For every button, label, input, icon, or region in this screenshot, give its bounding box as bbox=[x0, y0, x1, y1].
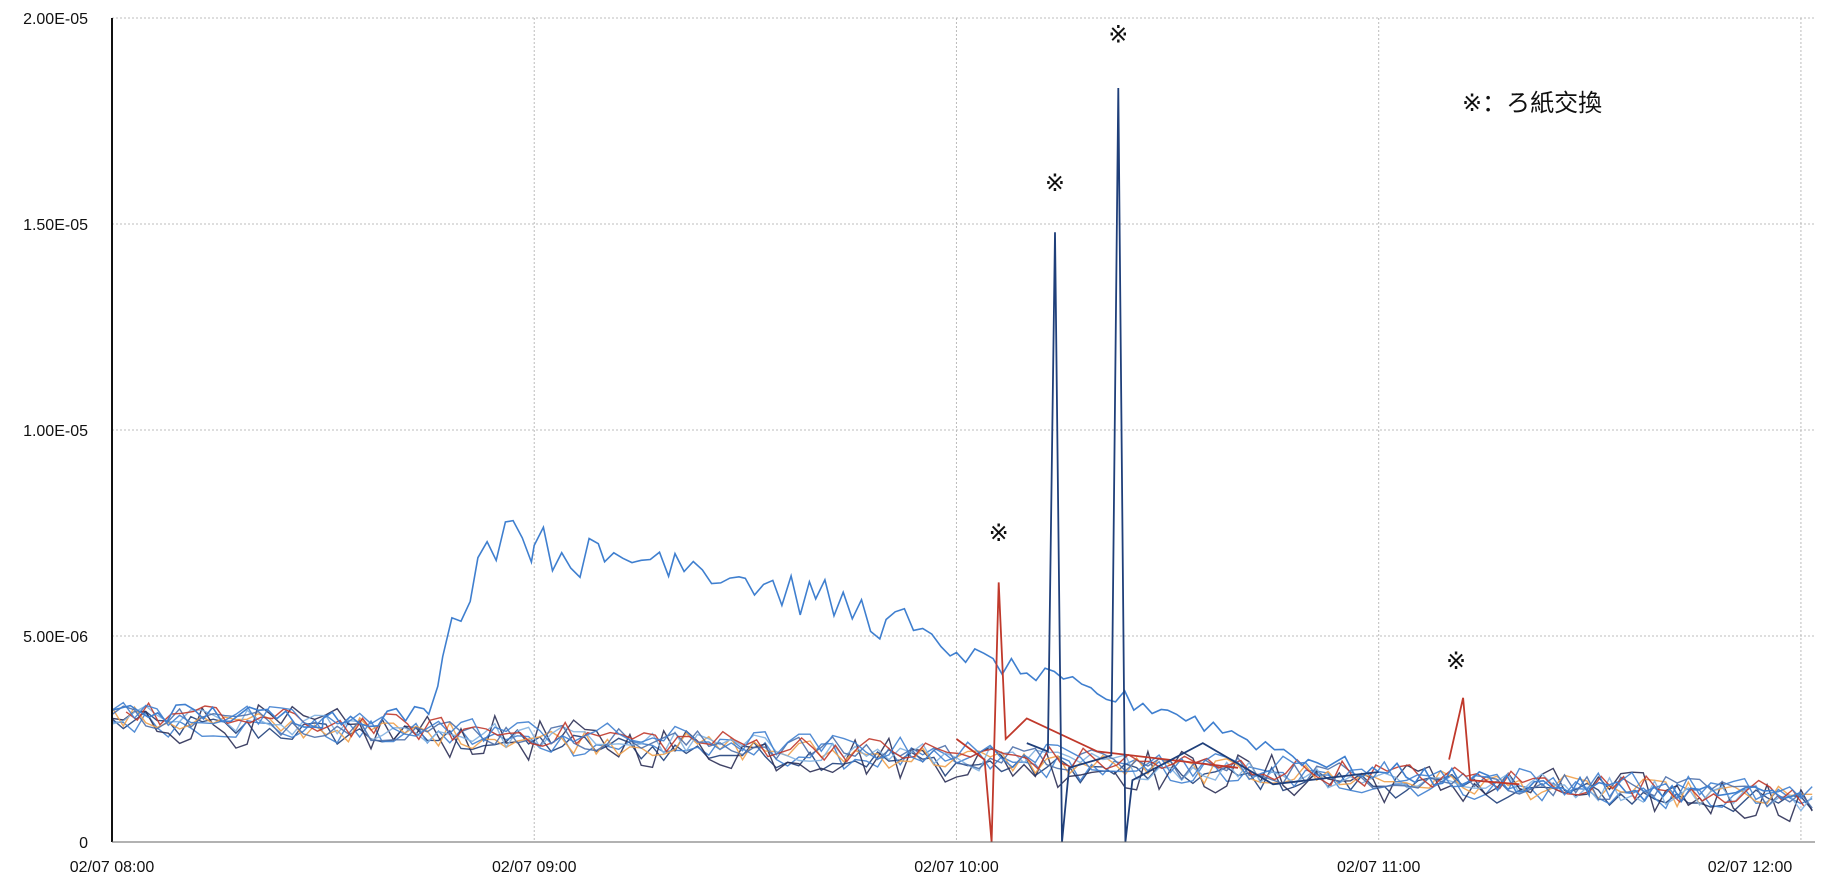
highlight-series-line bbox=[1026, 87, 1379, 843]
baseline-series-line bbox=[111, 705, 1813, 812]
x-tick-label: 02/07 09:00 bbox=[492, 859, 577, 876]
y-tick-label: 1.50E-05 bbox=[23, 217, 88, 234]
baseline-series-line bbox=[111, 705, 1813, 809]
axes bbox=[111, 18, 1815, 843]
highlight-series-line bbox=[111, 519, 1802, 803]
legend-note: ※：ろ紙交換 bbox=[1462, 89, 1602, 117]
filter-change-marker: ※ bbox=[1446, 647, 1466, 675]
series-group bbox=[111, 87, 1813, 843]
baseline-series-line bbox=[111, 701, 1813, 801]
x-tick-label: 02/07 08:00 bbox=[70, 859, 155, 876]
highlight-series-line bbox=[955, 582, 1239, 843]
y-tick-label: 0 bbox=[79, 835, 88, 852]
baseline-series-line bbox=[111, 705, 1813, 809]
filter-change-marker: ※ bbox=[1045, 169, 1065, 197]
annotations: ※ ※ ※ ※ bbox=[989, 21, 1467, 675]
y-tick-label: 1.00E-05 bbox=[23, 423, 88, 440]
grid bbox=[111, 17, 1815, 842]
filter-change-marker: ※ bbox=[989, 519, 1009, 547]
baseline-series-line bbox=[111, 703, 1813, 823]
x-tick-label: 02/07 10:00 bbox=[914, 859, 999, 876]
tick-labels: 0 5.00E-06 1.00E-05 1.50E-05 2.00E-05 02/07 0… bbox=[23, 11, 1792, 876]
y-tick-label: 2.00E-05 bbox=[23, 11, 88, 28]
x-tick-label: 02/07 12:00 bbox=[1708, 859, 1793, 876]
x-tick-label: 02/07 11:00 bbox=[1337, 859, 1420, 876]
y-tick-label: 5.00E-06 bbox=[23, 629, 88, 646]
highlight-series-line bbox=[1448, 697, 1520, 786]
baseline-series-line bbox=[125, 701, 1805, 807]
filter-change-marker: ※ bbox=[1108, 21, 1128, 49]
